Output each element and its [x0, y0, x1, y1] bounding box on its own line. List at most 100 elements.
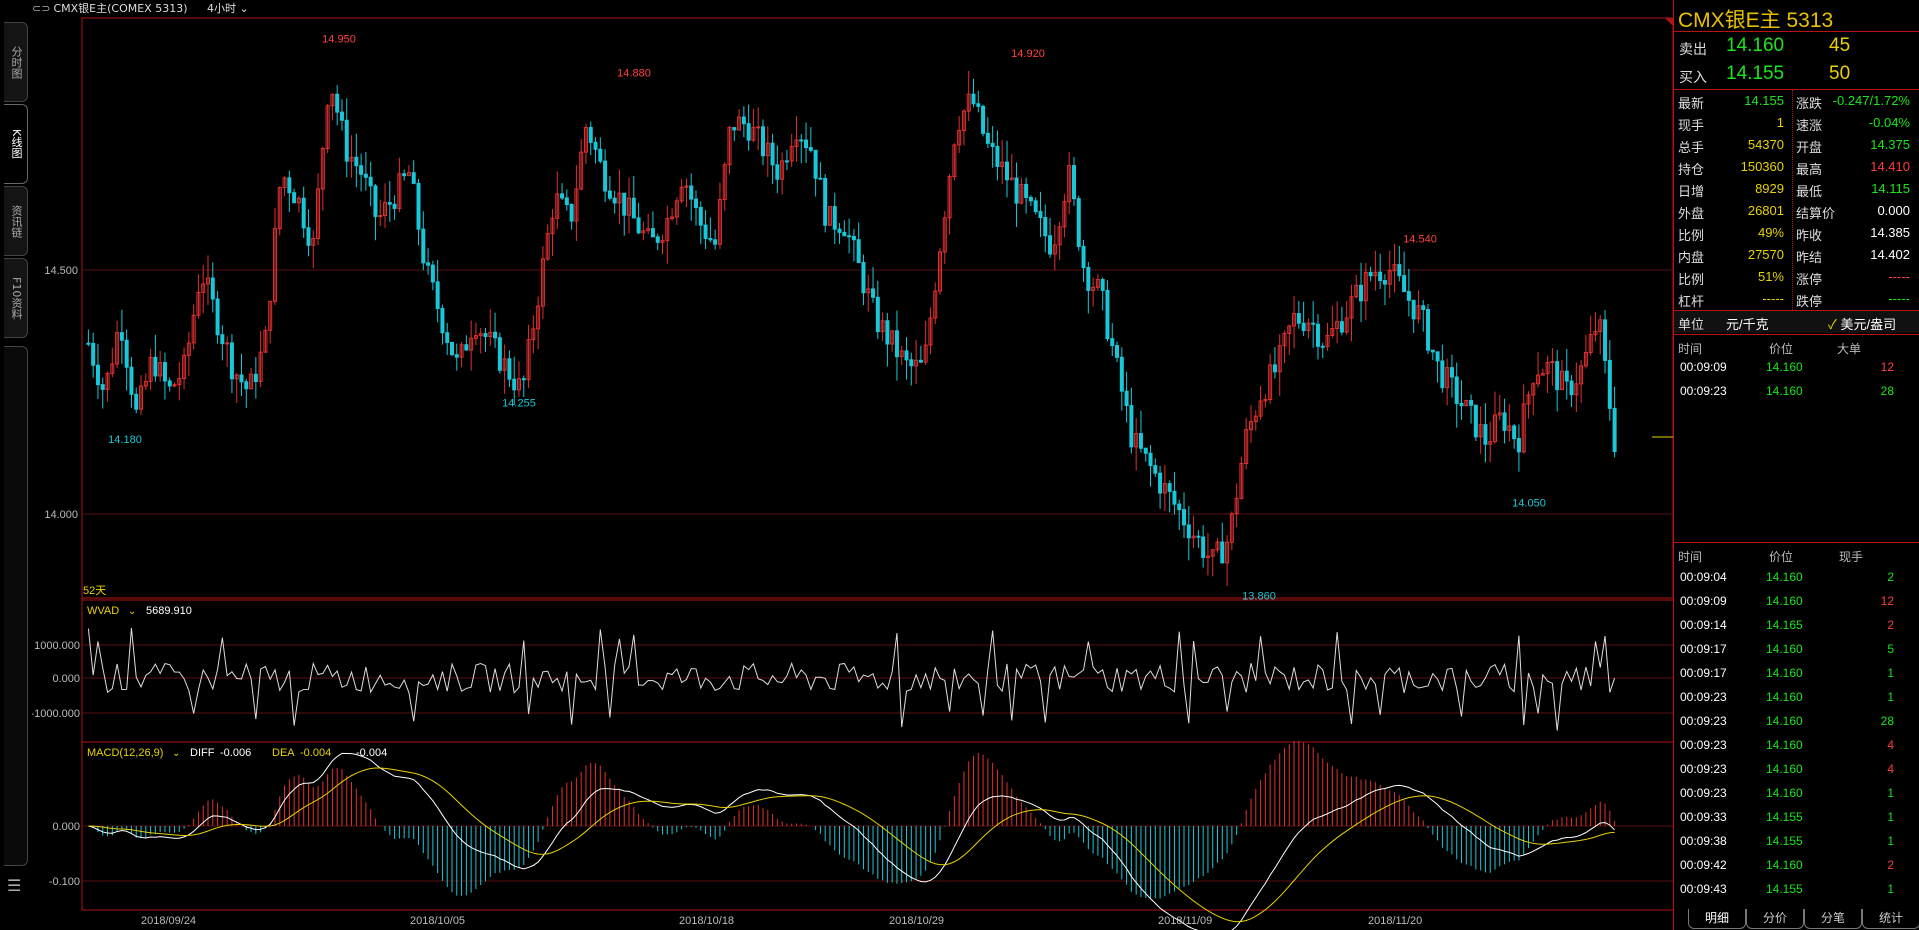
x-axis-date: 2018/11/20: [1368, 915, 1422, 927]
tick-row[interactable]: 00:09:14 14.165 2: [1674, 614, 1919, 638]
buy-quote-row[interactable]: 买入 14.155 50: [1674, 61, 1919, 88]
candle-body: [1306, 322, 1311, 331]
stat-label: 涨跌: [1796, 96, 1823, 111]
candle-body: [827, 206, 832, 226]
order-time: 00:09:23: [1680, 384, 1727, 398]
tick-row[interactable]: 00:09:23 14.160 28: [1674, 710, 1919, 734]
tick-qty: 2: [1887, 858, 1894, 872]
candle-body: [1277, 345, 1282, 373]
tick-row[interactable]: 00:09:23 14.160 4: [1674, 758, 1919, 782]
candle-body: [1253, 415, 1258, 423]
chart-title-bar: ⊂⊃ CMX银E主(COMEX 5313) 4小时 ⌄: [32, 0, 249, 18]
candle-body: [780, 160, 785, 180]
stat-label: 最新: [1678, 96, 1705, 111]
stat-label: 总手: [1678, 140, 1705, 155]
stat-row: 最新 14.155 涨跌 -0.247/1.72%: [1674, 90, 1919, 112]
candle-body: [105, 372, 110, 390]
candle-body: [1373, 271, 1378, 277]
tick-time: 00:09:04: [1680, 570, 1727, 584]
candle-body: [249, 373, 254, 390]
candle-body: [153, 356, 158, 377]
stat-row: 持仓 150360 最高 14.410: [1674, 156, 1919, 178]
candle-body: [627, 197, 632, 216]
candle-body: [813, 149, 818, 179]
stat-value: 14.375: [1870, 137, 1910, 152]
candle-body: [1354, 284, 1359, 298]
candle-body: [961, 110, 966, 132]
tab-kline-chart[interactable]: K线图: [4, 104, 28, 184]
tick-price: 14.160: [1766, 690, 1803, 704]
candle-body: [1234, 497, 1239, 515]
wvad-axis-label: 0.000: [52, 673, 80, 685]
candle-body: [875, 296, 880, 333]
tick-row[interactable]: 00:09:43 14.155 1: [1674, 878, 1919, 902]
macd-axis-label: 0.000: [52, 821, 80, 833]
candle-body: [1287, 325, 1292, 334]
big-order-row[interactable]: 00:09:23 14.160 28: [1674, 380, 1919, 404]
tab-news-chain[interactable]: 资讯链: [4, 186, 28, 256]
period-selector[interactable]: 4小时 ⌄: [207, 2, 249, 15]
tab-time-chart[interactable]: 分时图: [4, 22, 28, 102]
candle-body: [741, 116, 746, 125]
menu-icon[interactable]: ☰: [7, 876, 22, 895]
candle-body: [760, 126, 765, 157]
candle-body: [1067, 165, 1072, 203]
unit-value[interactable]: 元/千克: [1726, 317, 1769, 332]
tick-row[interactable]: 00:09:42 14.160 2: [1674, 854, 1919, 878]
stat-row: 现手 1 速涨 -0.04%: [1674, 112, 1919, 134]
candle-body: [162, 362, 167, 382]
candle-body: [722, 164, 727, 201]
kline-chart[interactable]: 14.500 14.000 52天 14.950 14.880 14.920 14.540 1…: [32, 0, 1673, 930]
sell-quote-row[interactable]: 卖出 14.160 45: [1674, 33, 1919, 60]
col-bigorder: 大单: [1837, 342, 1862, 356]
stat-value: 49%: [1757, 225, 1784, 240]
tick-qty: 1: [1887, 786, 1894, 800]
candle-body: [196, 291, 201, 316]
stat-value: -----: [1888, 291, 1910, 306]
big-order-row[interactable]: 00:09:09 14.160 12: [1674, 356, 1919, 380]
tab-f10-data[interactable]: F10资料: [4, 258, 28, 338]
candle-body: [1521, 403, 1526, 453]
tick-qty: 1: [1887, 666, 1894, 680]
tick-time: 00:09:23: [1680, 762, 1727, 776]
tab-price-dist[interactable]: 分价: [1746, 909, 1804, 929]
stat-label: 结算价: [1796, 206, 1836, 221]
candle-body: [464, 344, 469, 351]
tick-row[interactable]: 00:09:23 14.160 1: [1674, 686, 1919, 710]
candle-body: [91, 342, 96, 366]
candle-body: [995, 146, 1000, 167]
stat-row: 总手 54370 开盘 14.375: [1674, 134, 1919, 156]
tick-row[interactable]: 00:09:23 14.160 1: [1674, 782, 1919, 806]
candle-body: [737, 116, 742, 131]
tick-row[interactable]: 00:09:17 14.160 1: [1674, 662, 1919, 686]
tab-detail[interactable]: 明细: [1688, 909, 1746, 929]
candle-body: [1555, 361, 1560, 391]
tick-row[interactable]: 00:09:04 14.160 2: [1674, 566, 1919, 590]
candle-body: [1292, 313, 1297, 327]
candle-body: [1239, 462, 1244, 499]
candle-body: [1483, 424, 1488, 445]
candle-body: [1516, 438, 1521, 453]
unit-alt-option[interactable]: ✓ 美元/盎司: [1828, 314, 1896, 333]
candle-body: [904, 350, 909, 361]
candle-body: [550, 217, 555, 235]
tab-tick-detail[interactable]: 分笔: [1804, 909, 1862, 929]
candle-body: [225, 342, 230, 345]
tick-row[interactable]: 00:09:23 14.160 4: [1674, 734, 1919, 758]
tab-statistics[interactable]: 统计: [1862, 909, 1919, 929]
candle-body: [206, 277, 211, 285]
stat-value: -----: [1888, 269, 1910, 284]
tick-row[interactable]: 00:09:38 14.155 1: [1674, 830, 1919, 854]
candle-body: [521, 378, 526, 381]
candle-body: [95, 364, 100, 386]
candle-body: [359, 165, 364, 175]
candle-body: [579, 151, 584, 190]
candle-body: [1296, 313, 1301, 324]
candle-body: [1459, 402, 1464, 407]
tick-row[interactable]: 00:09:33 14.155 1: [1674, 806, 1919, 830]
candle-body: [119, 332, 124, 341]
tick-row[interactable]: 00:09:09 14.160 12: [1674, 590, 1919, 614]
tick-row[interactable]: 00:09:17 14.160 5: [1674, 638, 1919, 662]
stat-label: 涨停: [1796, 272, 1823, 287]
candle-body: [636, 217, 641, 234]
